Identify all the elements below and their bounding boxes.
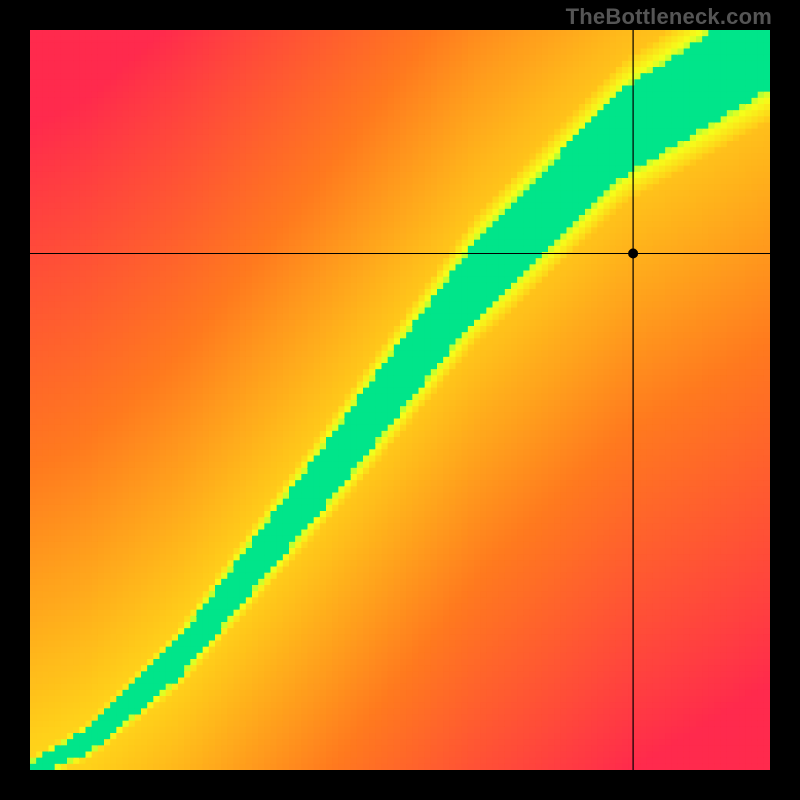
watermark-text: TheBottleneck.com	[566, 4, 772, 30]
bottleneck-heatmap	[0, 0, 800, 800]
chart-container: { "watermark": { "text": "TheBottleneck.…	[0, 0, 800, 800]
